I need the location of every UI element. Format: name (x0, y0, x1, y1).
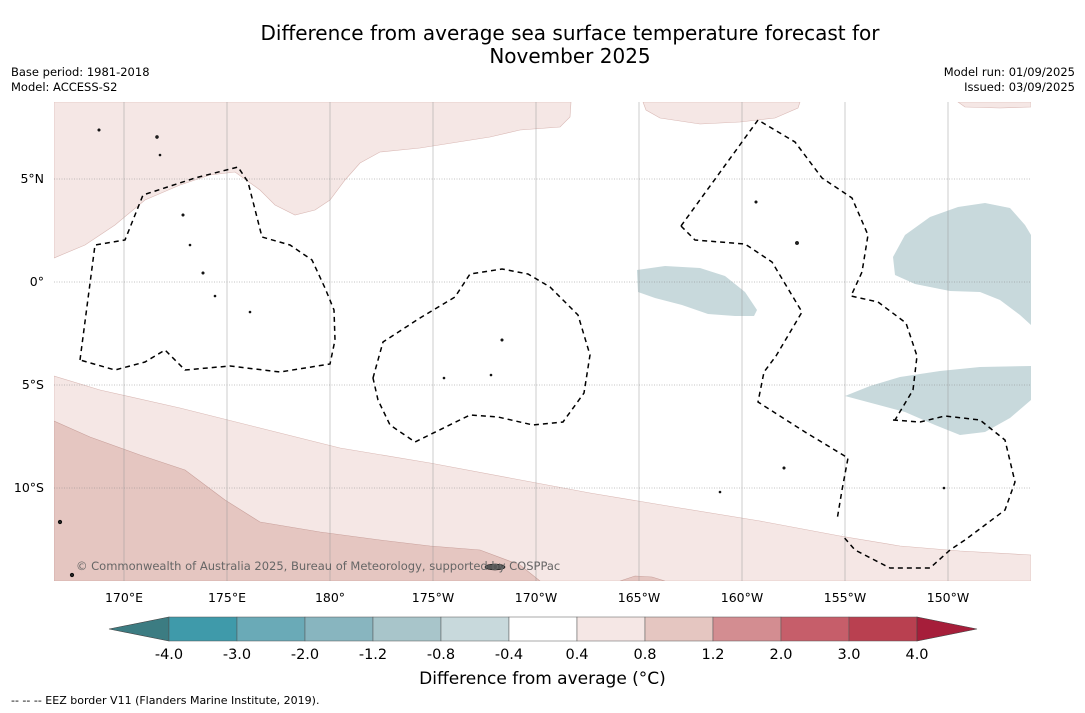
cool-anomaly-patch-east-north (893, 203, 1031, 325)
latitude-labels: 5°N 0° 5°S 10°S (14, 171, 44, 495)
warm-anomaly-patch-north-east (957, 102, 1031, 109)
island (442, 376, 446, 380)
lon-label-155w: 155°W (824, 590, 866, 605)
island (500, 338, 504, 342)
colorbar: -4.0 -3.0 -2.0 -1.2 -0.8 -0.4 0.4 0.8 1.2 2.0 3.0 4… (108, 616, 978, 663)
cool-anomaly-patch-east-south (845, 366, 1031, 435)
colorbar-tick-label: -3.0 (223, 647, 251, 663)
colorbar-segment (780, 616, 850, 642)
colorbar-segment (372, 616, 442, 642)
island (942, 486, 946, 490)
cool-anomaly-patch-central (637, 266, 757, 316)
island (213, 294, 217, 298)
meta-right: Model run: 01/09/2025 Issued: 03/09/2025 (944, 65, 1075, 95)
island (57, 519, 63, 525)
colorbar-tick-label: 2.0 (769, 647, 792, 663)
colorbar-tick-label: -1.2 (359, 647, 387, 663)
eez-borders (79, 119, 1016, 569)
island (201, 271, 205, 275)
colorbar-tick-label: -0.8 (427, 647, 455, 663)
lon-label-180: 180° (315, 590, 345, 605)
eez-border-line-islands-west (680, 225, 849, 521)
colorbar-segment (576, 616, 646, 642)
lat-label-10s: 10°S (14, 480, 44, 495)
copyright-notice: © Commonwealth of Australia 2025, Bureau… (76, 559, 560, 573)
meridians (123, 102, 949, 581)
warm-anomaly-patch-south-mid (619, 575, 666, 581)
island (97, 128, 101, 132)
colorbar-segment (236, 616, 306, 642)
colorbar-tick-label: -4.0 (155, 647, 183, 663)
issued-date: Issued: 03/09/2025 (964, 80, 1075, 94)
colorbar-tick-label: 0.4 (565, 647, 588, 663)
colorbar-extend-high (916, 616, 978, 642)
meta-left: Base period: 1981-2018 Model: ACCESS-S2 (11, 65, 150, 95)
lon-label-175w: 175°W (412, 590, 454, 605)
island (69, 572, 75, 578)
lon-label-175e: 175°E (208, 590, 246, 605)
lat-label-5n: 5°N (20, 171, 44, 186)
colorbar-tick-label: 3.0 (837, 647, 860, 663)
model-run: Model run: 01/09/2025 (943, 65, 1075, 79)
lon-label-160w: 160°W (721, 590, 763, 605)
island (181, 213, 185, 217)
colorbar-tick-label: -2.0 (291, 647, 319, 663)
island (248, 310, 252, 314)
lat-label-equator: 0° (30, 274, 44, 289)
colorbar-segment (440, 616, 510, 642)
island (795, 241, 799, 245)
colorbar-extend-low (108, 616, 170, 642)
map-area (54, 102, 1031, 581)
warm-anomaly-patch-north-mid (642, 102, 801, 125)
island (754, 200, 758, 204)
longitude-labels: 170°E 175°E 180° 175°W 170°W 165°W 160°W… (105, 590, 969, 605)
lon-label-170w: 170°W (515, 590, 557, 605)
colorbar-title: Difference from average (°C) (419, 669, 666, 689)
map-title-line1: Difference from average sea surface temp… (260, 21, 880, 45)
colorbar-segment (168, 616, 238, 642)
map-title-line2: November 2025 (489, 44, 651, 68)
island (718, 490, 722, 494)
lon-label-150w: 150°W (927, 590, 969, 605)
model-name: Model: ACCESS-S2 (11, 80, 118, 94)
lat-label-5s: 5°S (22, 377, 44, 392)
warm-anomaly-region-south-west (54, 420, 541, 581)
islands (57, 128, 946, 578)
colorbar-tick-label: 1.2 (701, 647, 724, 663)
eez-border-cook-north (841, 415, 1016, 569)
map-title: Difference from average sea surface temp… (0, 22, 1085, 68)
colorbar-segment (304, 616, 374, 642)
island (155, 135, 159, 139)
colorbar-segment (848, 616, 918, 642)
island (158, 153, 162, 157)
colorbar-segment (508, 616, 578, 642)
warm-anomaly-region-north (54, 102, 572, 259)
lon-label-165w: 165°W (618, 590, 660, 605)
island (489, 373, 493, 377)
eez-border-kiribati-phoenix (372, 268, 591, 443)
island (782, 466, 786, 470)
colorbar-segment (712, 616, 782, 642)
colorbar-tick-label: 0.8 (633, 647, 656, 663)
island-samoa (484, 563, 506, 571)
colorbar-tick-label: 4.0 (905, 647, 928, 663)
eez-legend-note: -- -- -- EEZ border V11 (Flanders Marine… (11, 694, 320, 707)
eez-border-kiribati-line (680, 119, 918, 421)
island (188, 243, 192, 247)
colorbar-segment (644, 616, 714, 642)
base-period: Base period: 1981-2018 (11, 65, 150, 79)
colorbar-tick-label: -0.4 (495, 647, 523, 663)
lon-label-170e: 170°E (105, 590, 143, 605)
